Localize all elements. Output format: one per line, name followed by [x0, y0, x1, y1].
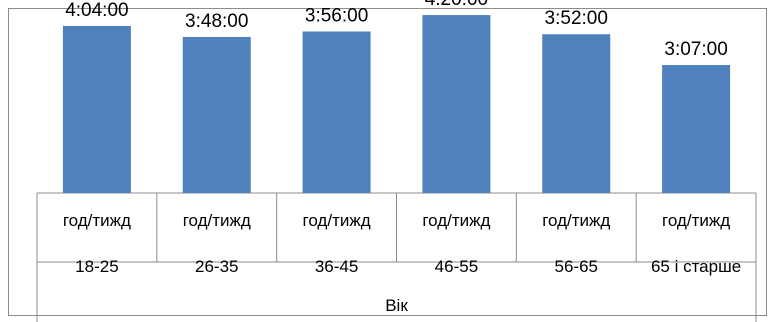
unit-label: год/тижд [63, 211, 131, 230]
x-tick-label: 56-65 [555, 257, 598, 276]
data-label: 3:56:00 [305, 5, 368, 26]
bar-65 і старше [662, 65, 731, 193]
x-tick-label: 36-45 [315, 257, 358, 276]
bar-36-45 [302, 31, 371, 193]
x-tick-label: 18-25 [75, 257, 118, 276]
unit-label: год/тижд [662, 211, 730, 230]
data-label: 3:48:00 [185, 11, 248, 32]
data-label: 3:52:00 [545, 8, 608, 29]
bar-46-55 [422, 15, 491, 194]
data-label: 4:04:00 [65, 0, 128, 21]
data-label: 4:20:00 [425, 0, 488, 10]
x-tick-label: 46-55 [435, 257, 478, 276]
x-tick-label: 26-35 [195, 257, 238, 276]
unit-label: год/тижд [183, 211, 251, 230]
bar-26-35 [182, 36, 251, 194]
bar-18-25 [62, 26, 131, 194]
unit-label: год/тижд [422, 211, 490, 230]
x-axis-title: Вік [385, 296, 408, 315]
unit-label: год/тижд [542, 211, 610, 230]
x-tick-label: 65 і старше [651, 257, 741, 276]
bar-56-65 [542, 34, 611, 193]
data-label: 3:07:00 [664, 39, 727, 60]
chart-frame [8, 8, 767, 316]
unit-label: год/тижд [303, 211, 371, 230]
